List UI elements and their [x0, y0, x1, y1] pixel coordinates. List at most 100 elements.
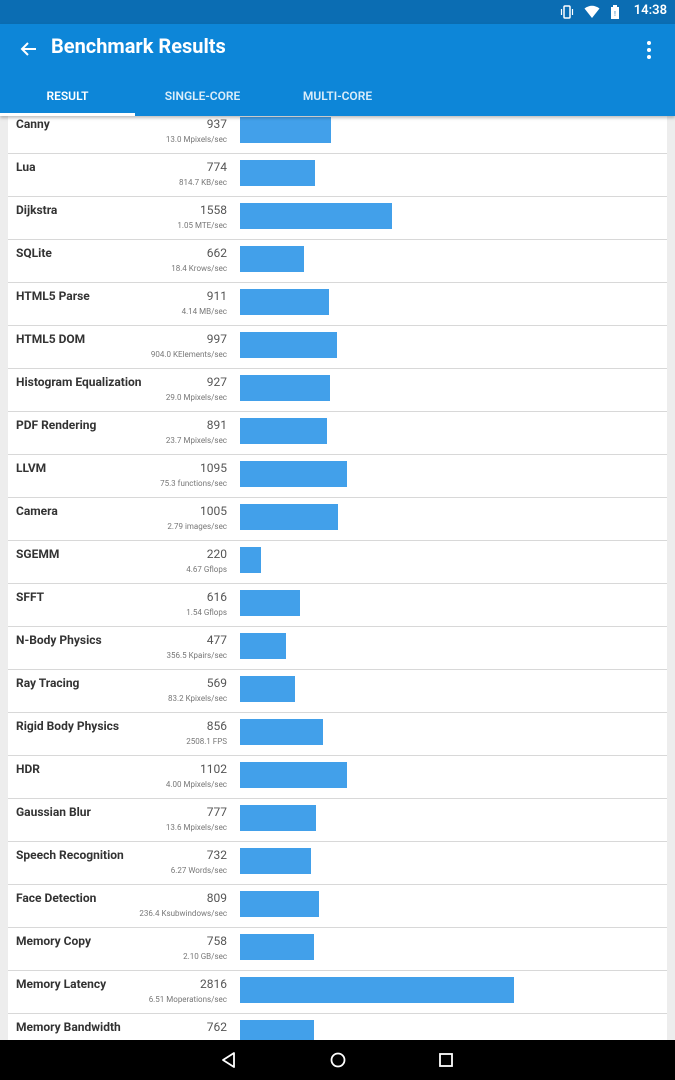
benchmark-name: Speech Recognition	[16, 848, 124, 862]
benchmark-score: 997	[206, 332, 227, 346]
benchmark-unit: 2.10 GB/sec	[183, 952, 227, 961]
benchmark-name: Ray Tracing	[16, 676, 80, 690]
benchmark-name: Rigid Body Physics	[16, 719, 120, 733]
benchmark-name: SGEMM	[16, 547, 60, 561]
benchmark-score: 937	[206, 117, 227, 131]
result-row[interactable]: Rigid Body Physics 856 2508.1 FPS	[8, 713, 667, 756]
benchmark-unit: 2508.1 FPS	[186, 737, 227, 746]
overflow-menu-icon[interactable]	[641, 39, 657, 61]
benchmark-score: 1095	[200, 461, 227, 475]
status-icons: !	[560, 4, 620, 23]
result-row[interactable]: Dijkstra 1558 1.05 MTE/sec	[8, 197, 667, 240]
svg-text:!: !	[614, 11, 616, 18]
benchmark-unit: 2.79 images/sec	[167, 522, 227, 531]
benchmark-name: LLVM	[16, 461, 47, 475]
score-bar	[240, 762, 347, 788]
tab-result[interactable]: RESULT	[0, 80, 135, 116]
result-row[interactable]: Memory Latency 2816 6.51 Moperations/sec	[8, 971, 667, 1014]
score-bar	[240, 203, 392, 229]
benchmark-name: Camera	[16, 504, 58, 518]
result-row[interactable]: Face Detection 809 236.4 Ksubwindows/sec	[8, 885, 667, 928]
benchmark-unit: 1.05 MTE/sec	[177, 221, 227, 230]
benchmark-name: Gaussian Blur	[16, 805, 91, 819]
app-bar: Benchmark Results RESULT SINGLE-CORE MUL…	[0, 24, 675, 116]
benchmark-name: SQLite	[16, 246, 52, 260]
benchmark-score: 732	[206, 848, 227, 862]
result-row[interactable]: Histogram Equalization 927 29.0 Mpixels/se…	[8, 369, 667, 412]
score-bar	[240, 418, 327, 444]
score-bar	[240, 461, 347, 487]
benchmark-unit: 4.67 Gflops	[186, 565, 227, 574]
score-bar	[240, 1020, 314, 1040]
benchmark-unit: 4.00 Mpixels/sec	[165, 780, 227, 789]
benchmark-name: HDR	[16, 762, 40, 776]
score-bar	[240, 375, 330, 401]
result-row[interactable]: SQLite 662 18.4 Krows/sec	[8, 240, 667, 283]
benchmark-score: 927	[206, 375, 227, 389]
score-bar	[240, 719, 323, 745]
benchmark-unit: 18.4 Krows/sec	[171, 264, 227, 273]
tab-multi-core[interactable]: MULTI-CORE	[302, 89, 373, 103]
benchmark-score: 662	[206, 246, 227, 260]
score-bar	[240, 891, 319, 917]
result-row[interactable]: Gaussian Blur 777 13.6 Mpixels/sec	[8, 799, 667, 842]
score-bar	[240, 805, 316, 831]
benchmark-unit: 904.0 KElements/sec	[150, 350, 227, 359]
results-list-container[interactable]: Canny 937 13.0 Mpixels/sec Lua 774 814.7 KB/s…	[0, 116, 675, 1040]
benchmark-unit: 814.7 KB/sec	[179, 178, 227, 187]
benchmark-name: Dijkstra	[16, 203, 58, 217]
benchmark-unit: 13.6 Mpixels/sec	[165, 823, 227, 832]
benchmark-name: HTML5 DOM	[16, 332, 86, 346]
benchmark-score: 2816	[200, 977, 227, 991]
result-row[interactable]: SGEMM 220 4.67 Gflops	[8, 541, 667, 584]
benchmark-score: 616	[206, 590, 227, 604]
benchmark-unit: 23.7 Mpixels/sec	[165, 436, 227, 445]
result-row[interactable]: LLVM 1095 75.3 functions/sec	[8, 455, 667, 498]
result-row[interactable]: Memory Copy 758 2.10 GB/sec	[8, 928, 667, 971]
benchmark-name: Histogram Equalization	[16, 375, 142, 389]
benchmark-score: 891	[206, 418, 227, 432]
benchmark-unit: 75.3 functions/sec	[160, 479, 227, 488]
benchmark-name: N-Body Physics	[16, 633, 102, 647]
result-row[interactable]: PDF Rendering 891 23.7 Mpixels/sec	[8, 412, 667, 455]
result-row[interactable]: HTML5 Parse 911 4.14 MB/sec	[8, 283, 667, 326]
result-row[interactable]: HTML5 DOM 997 904.0 KElements/sec	[8, 326, 667, 369]
score-bar	[240, 504, 338, 530]
score-bar	[240, 289, 329, 315]
benchmark-name: Canny	[16, 117, 50, 131]
benchmark-name: HTML5 Parse	[16, 289, 90, 303]
score-bar	[240, 590, 300, 616]
vibrate-icon	[560, 4, 574, 23]
benchmark-name: Face Detection	[16, 891, 97, 905]
page-title: Benchmark Results	[51, 34, 226, 58]
benchmark-score: 758	[206, 934, 227, 948]
benchmark-name: Memory Bandwidth	[16, 1020, 121, 1034]
tab-single-core[interactable]: SINGLE-CORE	[164, 89, 241, 103]
result-row[interactable]: HDR 1102 4.00 Mpixels/sec	[8, 756, 667, 799]
tab-bar: RESULT SINGLE-CORE MULTI-CORE	[0, 80, 675, 116]
result-row[interactable]: SFFT 616 1.54 Gflops	[8, 584, 667, 627]
recents-square-icon[interactable]	[436, 1050, 456, 1070]
benchmark-score: 911	[206, 289, 227, 303]
result-row[interactable]: Ray Tracing 569 83.2 Kpixels/sec	[8, 670, 667, 713]
score-bar	[240, 977, 514, 1003]
status-time: 14:38	[633, 3, 667, 18]
result-row[interactable]: Canny 937 13.0 Mpixels/sec	[8, 116, 667, 154]
back-triangle-icon[interactable]	[219, 1050, 239, 1070]
score-bar	[240, 117, 331, 143]
back-arrow-icon[interactable]	[17, 38, 39, 60]
home-circle-icon[interactable]	[328, 1050, 348, 1070]
status-bar: ! 14:38	[0, 0, 675, 24]
score-bar	[240, 848, 311, 874]
result-row[interactable]: Speech Recognition 732 6.27 Words/sec	[8, 842, 667, 885]
result-row[interactable]: Camera 1005 2.79 images/sec	[8, 498, 667, 541]
results-list: Canny 937 13.0 Mpixels/sec Lua 774 814.7 KB/s…	[8, 116, 667, 1040]
benchmark-name: Lua	[16, 160, 36, 174]
score-bar	[240, 332, 337, 358]
score-bar	[240, 246, 304, 272]
benchmark-name: PDF Rendering	[16, 418, 97, 432]
result-row[interactable]: N-Body Physics 477 356.5 Kpairs/sec	[8, 627, 667, 670]
result-row[interactable]: Lua 774 814.7 KB/sec	[8, 154, 667, 197]
benchmark-name: SFFT	[16, 590, 45, 604]
result-row[interactable]: Memory Bandwidth 762	[8, 1014, 667, 1040]
